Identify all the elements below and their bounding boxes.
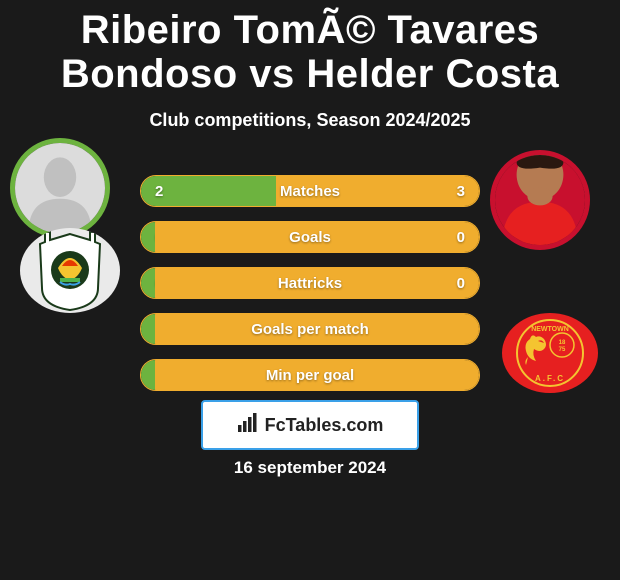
stat-right-segment: 3 [276,176,479,206]
stat-row: 23Matches [140,175,480,207]
stat-right-segment: 0 [155,268,479,298]
svg-text:NEWTOWN: NEWTOWN [531,326,569,333]
stat-right-value: 3 [457,183,465,200]
stat-right-segment: 0 [155,222,479,252]
stat-right-value: 0 [457,275,465,292]
stat-left-segment: 2 [141,176,276,206]
stat-left-value: 2 [155,183,163,200]
stat-row: Min per goal [140,359,480,391]
stat-right-segment [155,314,479,344]
stat-row: Goals per match [140,313,480,345]
stat-left-segment [141,314,155,344]
svg-text:75: 75 [559,347,566,353]
date-label: 16 september 2024 [0,458,620,478]
stat-left-segment: 0 [141,222,155,252]
chart-icon [237,413,259,438]
page-title: Ribeiro TomÃ© Tavares Bondoso vs Helder … [0,0,620,96]
svg-text:18: 18 [559,340,566,346]
player1-club-badge [20,228,120,313]
stat-right-value: 0 [457,229,465,246]
stat-row: 00Hattricks [140,267,480,299]
stat-row: 00Goals [140,221,480,253]
stats-panel: 23Matches00Goals00HattricksGoals per mat… [140,175,480,405]
stat-left-segment: 0 [141,268,155,298]
subtitle: Club competitions, Season 2024/2025 [0,110,620,131]
stat-left-segment [141,360,155,390]
fctables-label: FcTables.com [265,415,384,436]
stat-right-segment [155,360,479,390]
player1-photo [10,138,110,238]
svg-text:A.F.C: A.F.C [535,374,565,383]
player2-photo [490,150,590,250]
player2-club-badge: NEWTOWN 18 75 A.F.C [500,311,600,396]
fctables-badge: FcTables.com [201,400,419,450]
